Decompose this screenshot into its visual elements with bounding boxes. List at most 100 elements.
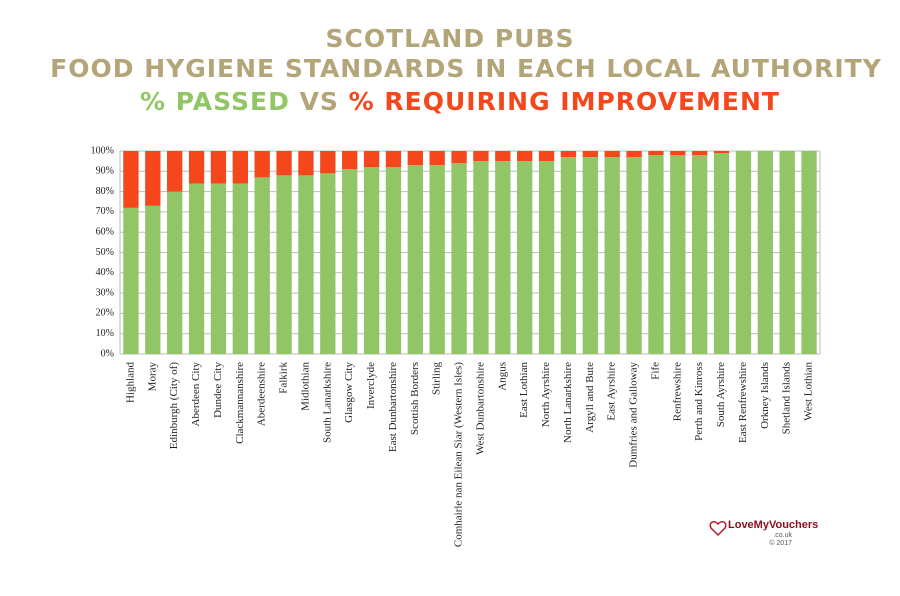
bar-segment <box>604 151 620 158</box>
bar-segment <box>451 151 467 164</box>
x-tick-label: East Dunbartonshire <box>387 362 399 452</box>
bar-segment <box>713 153 730 354</box>
x-tick-label: Aberdeen City <box>190 362 202 427</box>
bar-segment <box>407 165 423 354</box>
bar-segment <box>560 157 577 354</box>
bar-segment <box>713 151 730 154</box>
x-tick-label: Scottish Borders <box>409 362 421 435</box>
logo-domain: .co.uk <box>773 532 792 539</box>
bar-segment <box>145 205 161 354</box>
x-tick-label: Dumfries and Galloway <box>628 362 640 468</box>
bar-segment <box>692 151 708 156</box>
bar-segment <box>582 157 598 354</box>
bar-segment <box>385 167 402 354</box>
bar-segment <box>363 167 380 354</box>
bar-segment <box>473 151 489 162</box>
bar-segment <box>298 151 314 176</box>
subtitle-improve: % REQUIRING IMPROVEMENT <box>349 87 780 116</box>
bar-segment <box>779 151 795 354</box>
bar-segment <box>692 155 708 354</box>
bar-segment <box>320 173 336 354</box>
bar-segment <box>276 175 292 354</box>
x-tick-label: East Renfrewshire <box>737 362 749 443</box>
logo-name: LoveMyVouchers <box>728 519 818 531</box>
x-tick-label: North Lanarkshire <box>562 362 574 443</box>
x-tick-label: Highland <box>124 362 136 403</box>
bar-segment <box>648 151 664 156</box>
bar-segment <box>145 151 161 206</box>
logo-year: © 2017 <box>769 539 792 547</box>
chart-title: FOOD HYGIENE STANDARDS IN EACH LOCAL AUT… <box>50 54 882 83</box>
x-tick-label: Fife <box>649 362 661 380</box>
x-tick-label: South Ayrshire <box>715 362 727 427</box>
x-tick-label: Angus <box>496 362 508 391</box>
x-tick-label: Moray <box>146 362 158 392</box>
y-tick-label: 70% <box>96 206 114 217</box>
x-tick-label: Midlothian <box>299 362 311 411</box>
bar-segment <box>254 177 270 354</box>
x-tick-label: North Ayrshire <box>540 362 552 427</box>
y-tick-label: 80% <box>96 186 114 197</box>
x-tick-label: Renfrewshire <box>671 362 683 421</box>
bar-segment <box>298 175 314 354</box>
logo-heart <box>709 521 727 537</box>
y-tick-label: 60% <box>96 226 114 237</box>
bar-segment <box>626 151 642 158</box>
bar-segment <box>210 151 227 184</box>
bar-segment <box>123 151 139 208</box>
bar-segment <box>320 151 336 174</box>
x-tick-label: East Ayrshire <box>606 362 618 421</box>
y-tick-label: 40% <box>96 267 114 278</box>
bar-segment <box>495 161 511 354</box>
bar-segment <box>429 165 445 354</box>
x-tick-label: West Lothian <box>803 362 815 421</box>
x-tick-label: Comhairle nan Eilean Siar (Western Isles… <box>453 362 465 547</box>
bar-segment <box>276 151 292 176</box>
x-tick-label: Falkirk <box>278 362 290 394</box>
y-tick-label: 0% <box>101 348 114 359</box>
bar-segment <box>670 155 686 354</box>
bar-segment <box>604 157 620 354</box>
x-tick-label: Orkney Islands <box>759 362 771 429</box>
chart-subtitle: % PASSED VS % REQUIRING IMPROVEMENT <box>140 87 780 116</box>
x-tick-label: Dundee City <box>212 362 224 418</box>
bar-segment <box>735 151 752 354</box>
bar-segment <box>342 151 358 170</box>
bar-segment <box>429 151 445 166</box>
bar-segment <box>648 155 664 354</box>
x-tick-label: Stirling <box>431 362 443 396</box>
x-tick-label: Aberdeenshire <box>256 362 268 426</box>
bar-segment <box>188 151 205 184</box>
y-tick-label: 10% <box>96 328 114 339</box>
x-tick-label: Edinburgh (City of) <box>168 362 180 450</box>
bar-segment <box>342 169 358 354</box>
bar-segment <box>363 151 380 168</box>
bar-segment <box>495 151 511 162</box>
y-tick-label: 50% <box>96 247 114 258</box>
bar-segment <box>538 151 555 162</box>
x-tick-label: South Lanarkshire <box>321 362 333 443</box>
subtitle-passed: % PASSED <box>140 87 290 116</box>
subtitle-joiner: VS <box>300 87 339 116</box>
bar-segment <box>167 191 183 354</box>
x-tick-label: West Dunbartonshire <box>474 362 486 455</box>
bar-segment <box>757 151 773 354</box>
bar-segment <box>210 183 227 354</box>
y-tick-label: 90% <box>96 166 114 177</box>
bar-segment <box>451 163 467 354</box>
bar-segment <box>232 151 248 184</box>
bar-segment <box>385 151 402 168</box>
bar-segment <box>582 151 598 158</box>
bar-segment <box>473 161 489 354</box>
bar-segment <box>626 157 642 354</box>
bar-segment <box>517 151 533 162</box>
bar-segment <box>407 151 423 166</box>
x-tick-label: Perth and Kinross <box>693 362 705 441</box>
y-tick-label: 20% <box>96 308 114 319</box>
x-tick-label: Glasgow City <box>343 362 355 423</box>
bar-segment <box>167 151 183 192</box>
x-tick-label: Clackmannanshire <box>234 362 246 444</box>
bar-segment <box>670 151 686 156</box>
x-tick-label: Inverclyde <box>365 362 377 409</box>
